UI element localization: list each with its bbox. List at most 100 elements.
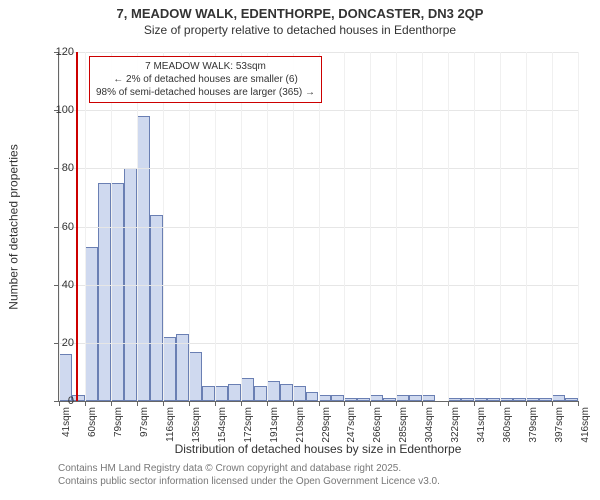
x-grid-line bbox=[241, 52, 242, 401]
x-tick-label: 304sqm bbox=[424, 407, 435, 457]
x-grid-line bbox=[267, 52, 268, 401]
histogram-bar bbox=[254, 386, 267, 401]
histogram-bar bbox=[565, 398, 578, 401]
x-grid-line bbox=[163, 52, 164, 401]
histogram-bar bbox=[137, 116, 150, 401]
x-tick-label: 360sqm bbox=[502, 407, 513, 457]
x-tick-label: 154sqm bbox=[217, 407, 228, 457]
x-tick-mark bbox=[215, 401, 216, 406]
histogram-bar bbox=[176, 334, 189, 401]
x-grid-line bbox=[111, 52, 112, 401]
x-tick-mark bbox=[578, 401, 579, 406]
histogram-bar bbox=[267, 381, 280, 401]
x-tick-mark bbox=[163, 401, 164, 406]
histogram-bar bbox=[370, 395, 383, 401]
histogram-bar bbox=[215, 386, 228, 401]
histogram-bar bbox=[422, 395, 435, 401]
x-grid-line bbox=[578, 52, 579, 401]
annotation-line: 98% of semi-detached houses are larger (… bbox=[96, 86, 315, 99]
x-grid-line bbox=[370, 52, 371, 401]
x-tick-label: 41sqm bbox=[61, 407, 72, 457]
x-grid-line bbox=[344, 52, 345, 401]
x-grid-line bbox=[552, 52, 553, 401]
histogram-bar bbox=[500, 398, 513, 401]
histogram-bar bbox=[241, 378, 254, 401]
x-grid-line bbox=[137, 52, 138, 401]
x-grid-line bbox=[500, 52, 501, 401]
x-tick-mark bbox=[137, 401, 138, 406]
title-text: 7, MEADOW WALK, EDENTHORPE, DONCASTER, D… bbox=[117, 6, 484, 21]
x-tick-label: 379sqm bbox=[528, 407, 539, 457]
x-tick-label: 416sqm bbox=[580, 407, 591, 457]
x-tick-mark bbox=[396, 401, 397, 406]
x-tick-label: 191sqm bbox=[269, 407, 280, 457]
x-tick-label: 210sqm bbox=[295, 407, 306, 457]
x-tick-label: 135sqm bbox=[191, 407, 202, 457]
x-grid-line bbox=[215, 52, 216, 401]
histogram-bar bbox=[344, 398, 357, 401]
histogram-bar bbox=[280, 384, 293, 401]
annotation-line: 7 MEADOW WALK: 53sqm bbox=[96, 60, 315, 73]
histogram-bar bbox=[331, 395, 344, 401]
histogram-bar bbox=[111, 183, 124, 401]
x-tick-mark bbox=[448, 401, 449, 406]
footer-line1: Contains HM Land Registry data © Crown c… bbox=[58, 462, 578, 475]
y-tick-label: 80 bbox=[44, 162, 74, 174]
plot-area: 7 MEADOW WALK: 53sqm← 2% of detached hou… bbox=[58, 52, 578, 402]
histogram-bar bbox=[293, 386, 306, 401]
x-tick-mark bbox=[241, 401, 242, 406]
histogram-bar bbox=[85, 247, 98, 401]
chart-title: 7, MEADOW WALK, EDENTHORPE, DONCASTER, D… bbox=[0, 0, 600, 39]
reference-line bbox=[76, 52, 78, 401]
y-tick-label: 20 bbox=[44, 337, 74, 349]
x-tick-label: 322sqm bbox=[450, 407, 461, 457]
histogram-bar bbox=[163, 337, 176, 401]
histogram-bar bbox=[409, 395, 422, 401]
x-tick-label: 285sqm bbox=[398, 407, 409, 457]
x-tick-label: 172sqm bbox=[243, 407, 254, 457]
x-tick-mark bbox=[293, 401, 294, 406]
y-tick-label: 60 bbox=[44, 221, 74, 233]
x-tick-mark bbox=[267, 401, 268, 406]
x-grid-line bbox=[474, 52, 475, 401]
y-axis-label: Number of detached properties bbox=[6, 52, 22, 402]
x-tick-mark bbox=[370, 401, 371, 406]
x-grid-line bbox=[448, 52, 449, 401]
y-tick-label: 40 bbox=[44, 279, 74, 291]
histogram-bar bbox=[98, 183, 111, 401]
histogram-bar bbox=[189, 352, 202, 401]
annotation-line: ← 2% of detached houses are smaller (6) bbox=[96, 73, 315, 86]
x-tick-label: 60sqm bbox=[87, 407, 98, 457]
histogram-bar bbox=[448, 398, 461, 401]
x-tick-mark bbox=[474, 401, 475, 406]
footer-line2: Contains public sector information licen… bbox=[58, 475, 578, 488]
histogram-bar bbox=[319, 395, 332, 401]
x-tick-label: 97sqm bbox=[139, 407, 150, 457]
x-tick-mark bbox=[500, 401, 501, 406]
x-tick-mark bbox=[319, 401, 320, 406]
x-tick-label: 266sqm bbox=[372, 407, 383, 457]
x-grid-line bbox=[422, 52, 423, 401]
x-tick-label: 397sqm bbox=[554, 407, 565, 457]
x-axis-label: Distribution of detached houses by size … bbox=[58, 442, 578, 456]
histogram-bar bbox=[202, 386, 215, 401]
y-tick-label: 100 bbox=[44, 104, 74, 116]
x-grid-line bbox=[319, 52, 320, 401]
x-grid-line bbox=[85, 52, 86, 401]
x-tick-label: 229sqm bbox=[321, 407, 332, 457]
annotation-box: 7 MEADOW WALK: 53sqm← 2% of detached hou… bbox=[89, 56, 322, 103]
x-tick-mark bbox=[111, 401, 112, 406]
histogram-bar bbox=[306, 392, 319, 401]
histogram-bar bbox=[150, 215, 163, 401]
histogram-bar bbox=[513, 398, 526, 401]
y-axis-label-text: Number of detached properties bbox=[7, 144, 21, 309]
histogram-bar bbox=[474, 398, 487, 401]
subtitle-text: Size of property relative to detached ho… bbox=[144, 23, 456, 37]
histogram-bar bbox=[357, 398, 370, 401]
x-tick-mark bbox=[85, 401, 86, 406]
x-grid-line bbox=[526, 52, 527, 401]
histogram-bar bbox=[526, 398, 539, 401]
x-tick-mark bbox=[422, 401, 423, 406]
x-tick-mark bbox=[552, 401, 553, 406]
histogram-bar bbox=[539, 398, 552, 401]
